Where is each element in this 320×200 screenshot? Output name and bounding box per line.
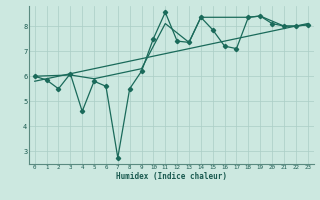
- X-axis label: Humidex (Indice chaleur): Humidex (Indice chaleur): [116, 172, 227, 181]
